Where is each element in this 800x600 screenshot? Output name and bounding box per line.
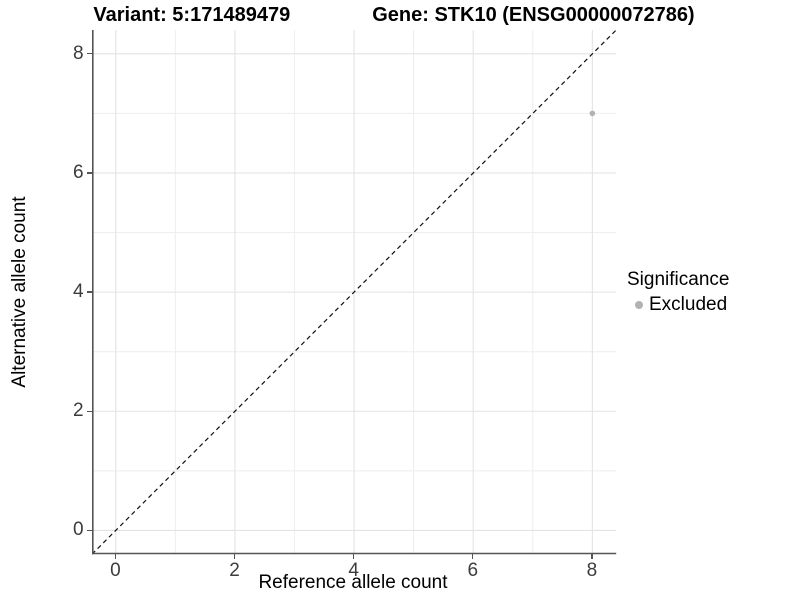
x-axis-title: Reference allele count (258, 572, 448, 593)
legend-item-label: Excluded (649, 294, 728, 315)
plot-title-variant: Variant: 5:171489479 (93, 4, 291, 26)
data-point-excluded (589, 110, 595, 117)
legend-title: Significance (627, 269, 730, 290)
legend-item-excluded: Excluded (627, 293, 729, 317)
y-tick-label: 2 (73, 400, 84, 422)
x-tick-label: 2 (229, 560, 240, 582)
y-tick-mark (86, 172, 92, 174)
y-tick-mark (86, 291, 92, 293)
x-tick-label: 6 (467, 560, 479, 582)
plot-title-gene: Gene: STK10 (ENSG00000072786) (372, 4, 695, 26)
legend: Significance Excluded (627, 268, 729, 317)
x-tick-label: 4 (348, 560, 359, 582)
y-tick-label: 6 (73, 161, 84, 183)
x-tick-label: 8 (586, 560, 598, 582)
plot-title-row: Variant: 5:171489479 Gene: STK10 (ENSG00… (0, 3, 794, 27)
excluded-point-icon (635, 301, 643, 309)
x-tick-mark (591, 554, 593, 560)
x-tick-label: 0 (110, 560, 121, 582)
y-tick-label: 0 (73, 519, 84, 541)
x-tick-mark (353, 554, 355, 560)
x-tick-mark (472, 554, 474, 560)
y-tick-label: 4 (73, 281, 84, 303)
x-tick-mark (114, 554, 117, 560)
y-tick-mark (86, 529, 92, 532)
y-axis-title: Alternative allele count (9, 196, 30, 388)
identity-dashed-line (91, 30, 617, 555)
y-tick-mark (86, 410, 92, 412)
y-tick-mark (86, 53, 92, 55)
plot-panel (91, 30, 617, 555)
y-tick-label: 8 (73, 42, 84, 64)
x-tick-mark (233, 554, 236, 560)
